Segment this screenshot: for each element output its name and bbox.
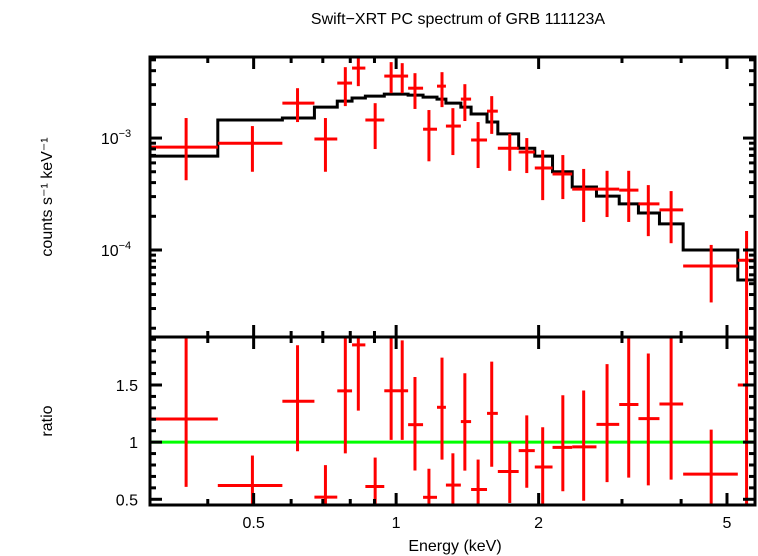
bottom-y-axis-label: ratio xyxy=(39,405,56,436)
ratio-y-tick-label: 1.5 xyxy=(116,378,138,395)
top-y-tick-label: 10−4 xyxy=(101,240,131,260)
x-tick-label: 2 xyxy=(534,515,543,532)
top-y-axis-label: counts s⁻¹ keV⁻¹ xyxy=(39,137,56,256)
top-panel-frame xyxy=(148,55,757,339)
ratio-y-tick-label: 0.5 xyxy=(116,492,138,509)
ratio-y-tick-label: 1 xyxy=(129,435,138,452)
bottom-panel-frame xyxy=(148,335,757,507)
model-step-line xyxy=(150,92,755,282)
chart-title: Swift−XRT PC spectrum of GRB 111123A xyxy=(311,11,606,28)
x-tick-label: 5 xyxy=(723,515,732,532)
x-tick-label: 1 xyxy=(392,515,401,532)
x-axis-label: Energy (keV) xyxy=(408,538,501,555)
top-y-tick-label: 10−3 xyxy=(101,128,131,148)
x-tick-label: 0.5 xyxy=(243,515,265,532)
